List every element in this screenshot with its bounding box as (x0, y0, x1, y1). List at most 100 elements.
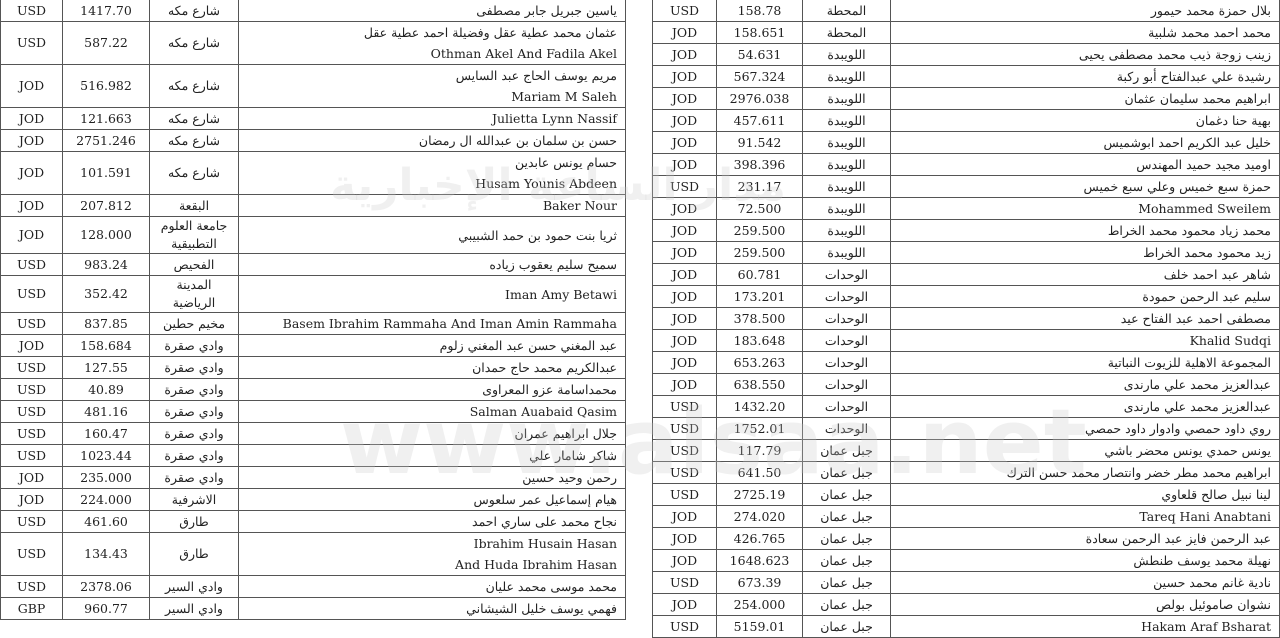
amount-cell: 1648.623 (716, 549, 803, 572)
area-cell: وادي صقرة (149, 444, 239, 467)
name-line: زيد محمود محمد الخراط (1143, 245, 1271, 260)
name-line: خليل عبد الكريم احمد ابوشميس (1103, 135, 1271, 150)
name-line: فهمي يوسف خليل الشيشاني (466, 601, 617, 616)
amount-cell: 259.500 (716, 241, 803, 264)
area-cell: الوحدات (802, 395, 891, 418)
name-line: Husam Younis Abdeen (475, 176, 617, 191)
name-line: Salman Auabaid Qasim (469, 404, 617, 419)
amount-cell: 274.020 (716, 505, 803, 528)
name-line: لينا نبيل صالح قلعاوي (1161, 487, 1271, 502)
area-cell: جبل عمان (802, 593, 891, 616)
amount-cell: 158.651 (716, 21, 803, 44)
amount-cell: 54.631 (716, 43, 803, 66)
amount-cell: 158.78 (716, 0, 803, 22)
area-cell: اللويبدة (802, 241, 891, 264)
name-line: بلال حمزة محمد حيمور (1150, 3, 1271, 18)
currency-cell: JOD (652, 87, 717, 110)
currency-cell: JOD (0, 194, 63, 217)
area-cell: الفحيص (149, 253, 239, 276)
name-cell: محمد احمد محمد شلبية (890, 21, 1280, 44)
name-cell: عبدالعزيز محمد علي مارندى (890, 395, 1280, 418)
name-line: Khalid Sudqi (1189, 333, 1271, 348)
table-row: USD 461.60 طارق نجاح محمد على ساري احمد (0, 510, 626, 533)
table-row: JOD 128.000 جامعة العلوم التطبيقية ثريا بنت… (0, 216, 626, 254)
name-cell: عبد الرحمن فايز عبد الرحمن سعادة (890, 527, 1280, 550)
table-row: JOD 516.982 شارع مكه مريم يوسف الحاج عبد ال… (0, 64, 626, 108)
currency-cell: USD (0, 510, 63, 533)
table-row: USD 1417.70 شارع مكه ياسين جبريل جابر مصطفى (0, 0, 626, 22)
area-cell: اللويبدة (802, 65, 891, 88)
name-cell: بلال حمزة محمد حيمور (890, 0, 1280, 22)
name-cell: Tareq Hani Anabtani (890, 505, 1280, 528)
name-line: رحمن وحيد حسين (522, 470, 617, 485)
area-cell: اللويبدة (802, 87, 891, 110)
name-cell: رشيدة علي عبدالفتاح أبو ركبة (890, 65, 1280, 88)
name-line: ابراهيم محمد مطر خضر وانتصار محمد حسن ال… (1006, 465, 1271, 480)
name-line: عثمان محمد عطية عقل وفضيلة احمد عطية عقل (363, 25, 617, 40)
name-line: Ibrahim Husain Hasan (473, 536, 617, 551)
amount-cell: 837.85 (62, 312, 150, 335)
table-row: JOD 426.765 جبل عمان عبد الرحمن فايز عبد ال… (652, 527, 1280, 550)
currency-cell: USD (652, 615, 717, 638)
name-line: محمد موسى محمد عليان (485, 579, 617, 594)
table-row: JOD 653.263 الوحدات المجموعة الاهلية للزيوت… (652, 351, 1280, 374)
table-row: USD 1432.20 الوحدات عبدالعزيز محمد علي مارن… (652, 395, 1280, 418)
name-line: Mohammed Sweilem (1138, 201, 1271, 216)
amount-cell: 72.500 (716, 197, 803, 220)
name-line: نهيلة محمد يوسف طنطش (1133, 553, 1271, 568)
amount-cell: 1432.20 (716, 395, 803, 418)
area-cell: شارع مكه (149, 21, 239, 65)
area-cell: المحطة (802, 0, 891, 22)
currency-cell: JOD (652, 307, 717, 330)
name-line: Othman Akel And Fadila Akel (430, 46, 617, 61)
currency-cell: JOD (0, 216, 63, 254)
amount-cell: 259.500 (716, 219, 803, 242)
table-row: USD 641.50 جبل عمان ابراهيم محمد مطر خضر وا… (652, 461, 1280, 484)
amount-cell: 641.50 (716, 461, 803, 484)
name-line: روي داود حمصي وادوار داود حمصي (1084, 421, 1271, 436)
currency-cell: JOD (652, 197, 717, 220)
amount-cell: 1023.44 (62, 444, 150, 467)
currency-cell: USD (0, 400, 63, 423)
amount-cell: 587.22 (62, 21, 150, 65)
currency-cell: USD (652, 461, 717, 484)
amount-cell: 653.263 (716, 351, 803, 374)
currency-cell: USD (652, 0, 717, 22)
currency-cell: USD (652, 483, 717, 506)
name-line: حسن بن سلمان بن عبدالله ال رمضان (418, 133, 617, 148)
table-row: JOD 183.648 الوحدات Khalid Sudqi (652, 329, 1280, 352)
currency-cell: USD (0, 532, 63, 576)
currency-cell: JOD (652, 109, 717, 132)
currency-cell: JOD (652, 241, 717, 264)
table-row: JOD 91.542 اللويبدة خليل عبد الكريم احمد اب… (652, 131, 1280, 154)
area-cell: جبل عمان (802, 461, 891, 484)
name-line: هيام إسماعيل عمر سلعوس (473, 492, 617, 507)
table-row: USD 481.16 وادي صقرة Salman Auabaid Qasim (0, 400, 626, 423)
table-row: USD 231.17 اللويبدة حمزة سبع خميس وعلي سبع … (652, 175, 1280, 198)
name-line: سميح سليم يعقوب زياده (489, 257, 617, 272)
name-cell: ثريا بنت حمود بن حمد الشبيبي (238, 216, 626, 254)
area-cell: اللويبدة (802, 43, 891, 66)
amount-cell: 101.591 (62, 151, 150, 195)
name-line: And Huda Ibrahim Hasan (455, 557, 617, 572)
currency-cell: JOD (0, 129, 63, 152)
name-line: Hakam Araf Bsharat (1141, 619, 1271, 634)
table-row: USD 352.42 المدينة الرياضية Iman Amy Betawi (0, 275, 626, 313)
table-row: JOD 54.631 اللويبدة زينب زوجة ذيب محمد مصطف… (652, 43, 1280, 66)
amount-cell: 2725.19 (716, 483, 803, 506)
name-cell: نجاح محمد على ساري احمد (238, 510, 626, 533)
area-cell: اللويبدة (802, 219, 891, 242)
currency-cell: JOD (652, 373, 717, 396)
left-balances-table: USD 1417.70 شارع مكه ياسين جبريل جابر مصطفى… (0, 0, 626, 620)
area-cell: وادي السير (149, 597, 239, 620)
amount-cell: 91.542 (716, 131, 803, 154)
area-cell: وادي صقرة (149, 400, 239, 423)
amount-cell: 481.16 (62, 400, 150, 423)
name-cell: رحمن وحيد حسين (238, 466, 626, 489)
table-row: USD 1752.01 الوحدات روي داود حمصي وادوار دا… (652, 417, 1280, 440)
area-cell: الاشرفية (149, 488, 239, 511)
name-cell: عبد المغني حسن عبد المغني زلوم (238, 334, 626, 357)
name-line: محمداسامة عزو المعراوى (482, 382, 617, 397)
table-row: JOD 101.591 شارع مكه حسام يونس عابدين Husam … (0, 151, 626, 195)
currency-cell: USD (652, 439, 717, 462)
